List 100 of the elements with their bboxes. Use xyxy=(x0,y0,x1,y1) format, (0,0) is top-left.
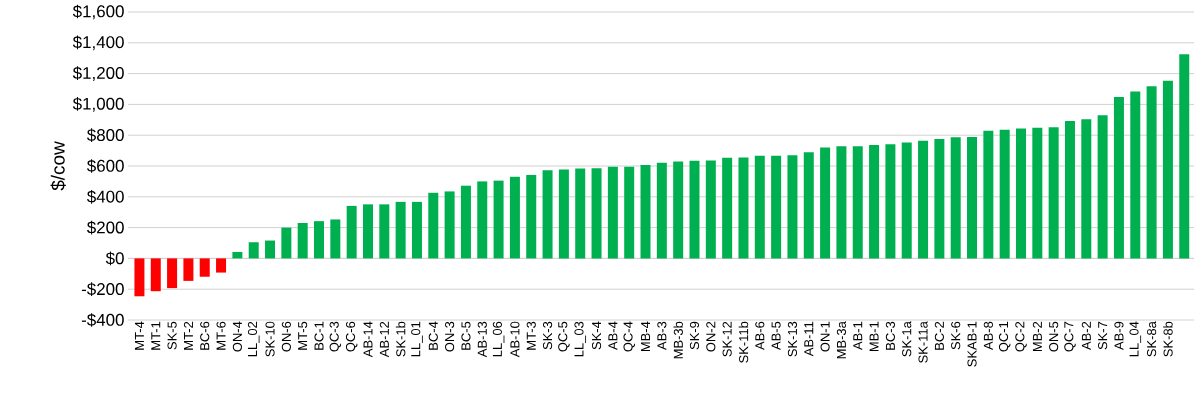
bar xyxy=(885,144,896,259)
bar xyxy=(330,219,341,259)
bar xyxy=(134,258,145,297)
bar xyxy=(297,222,308,259)
y-tick-label: $1,200 xyxy=(72,66,124,81)
bar xyxy=(705,160,716,259)
bar xyxy=(314,221,325,259)
x-tick-label: QC-2 xyxy=(1015,321,1027,352)
x-tick-label: LL_03 xyxy=(574,321,587,357)
x-tick-label: MB-3a xyxy=(836,321,846,359)
bar xyxy=(918,140,929,259)
bar xyxy=(1130,91,1141,259)
x-tick-label: SK-1a xyxy=(902,321,912,357)
x-tick-label: AB-11 xyxy=(804,321,814,357)
bar xyxy=(411,201,422,259)
bar xyxy=(199,258,210,277)
x-tick-label: MT-4 xyxy=(134,321,144,350)
bar xyxy=(591,168,602,259)
bar xyxy=(999,129,1010,259)
x-tick-label: SK-3 xyxy=(542,321,553,350)
x-tick-label: AB-12 xyxy=(379,321,389,358)
x-tick-label: ON-3 xyxy=(445,321,455,352)
y-tick-label: $400 xyxy=(86,189,124,204)
y-tick-label: -$400 xyxy=(81,313,124,327)
bar xyxy=(558,169,569,259)
bar xyxy=(183,258,194,281)
x-tick-label: MT-2 xyxy=(183,321,193,350)
x-tick-label: AB-5 xyxy=(771,321,781,350)
x-tick-label: LL_02 xyxy=(247,321,260,357)
bar xyxy=(820,147,831,259)
bar xyxy=(607,166,618,259)
bar xyxy=(967,137,978,259)
y-tick-label: $1,600 xyxy=(72,4,124,20)
bar xyxy=(346,205,357,259)
bar xyxy=(624,166,635,259)
x-tick-label: ON-5 xyxy=(1049,321,1059,352)
x-tick-label: BC-4 xyxy=(428,321,438,350)
x-tick-label: SK-5 xyxy=(167,321,177,350)
bar xyxy=(1146,86,1157,259)
bar xyxy=(1179,54,1190,259)
x-tick-label: MT-5 xyxy=(298,321,308,350)
y-tick-label: $1,400 xyxy=(72,35,124,51)
bar xyxy=(526,174,537,259)
x-tick-label: AB-8 xyxy=(983,321,993,350)
x-tick-label: MT-6 xyxy=(216,321,226,350)
x-tick-label: AB-3 xyxy=(657,321,667,350)
bar xyxy=(509,176,520,259)
bar xyxy=(379,204,390,259)
bar xyxy=(836,146,847,259)
bar xyxy=(983,130,994,259)
x-tick-label: LL_06 xyxy=(492,321,505,357)
x-tick-label: AB-4 xyxy=(608,321,618,350)
x-tick-label: QC-6 xyxy=(345,321,358,352)
x-tick-label: AB-1 xyxy=(853,321,863,350)
y-tick-label: $600 xyxy=(86,159,124,173)
x-tick-label: BC-6 xyxy=(200,321,210,350)
x-tick-label: BC-2 xyxy=(934,321,944,350)
x-tick-label: AB-14 xyxy=(363,321,373,358)
bar xyxy=(1048,127,1059,259)
y-tick-label: $200 xyxy=(86,220,124,235)
bar xyxy=(493,180,504,259)
x-tick-label: MB-2 xyxy=(1032,321,1042,352)
bar xyxy=(689,160,700,259)
x-tick-label: SKAB-1 xyxy=(967,321,977,367)
x-tick-label: SK-11a xyxy=(918,321,928,363)
x-tick-label: ON-1 xyxy=(820,321,830,352)
bar xyxy=(542,170,553,259)
bar xyxy=(575,168,586,259)
x-tick-label: SK-13 xyxy=(787,321,798,357)
bar xyxy=(950,137,961,259)
y-tick-label: $800 xyxy=(86,128,124,143)
x-tick-label: SK-11b xyxy=(738,321,749,363)
bar xyxy=(869,144,880,259)
x-tick-label: AB-2 xyxy=(1081,321,1091,350)
y-tick-label: $1,000 xyxy=(72,97,124,112)
bar xyxy=(754,155,765,259)
bar xyxy=(738,157,749,259)
x-tick-label: SK-1b xyxy=(395,321,406,357)
x-tick-label: MB-3b xyxy=(673,321,683,359)
x-tick-label: MT-1 xyxy=(151,321,161,350)
x-tick-label: SK-4 xyxy=(591,321,602,350)
x-tick-label: SK-8b xyxy=(1163,321,1173,357)
bar xyxy=(281,227,292,259)
bar xyxy=(1081,119,1092,259)
bar xyxy=(1097,115,1108,259)
bar xyxy=(362,204,373,259)
bar xyxy=(803,152,814,259)
x-tick-label: MT-3 xyxy=(526,321,536,350)
y-tick-label: $0 xyxy=(105,251,124,266)
x-tick-label: AB-6 xyxy=(755,321,765,350)
bar xyxy=(901,142,912,259)
bar xyxy=(640,164,651,259)
x-tick-label: SK-12 xyxy=(722,321,732,357)
bar xyxy=(1064,121,1075,259)
bar xyxy=(1032,127,1043,259)
y-tick-label: -$200 xyxy=(81,282,124,297)
bar xyxy=(787,155,798,259)
x-tick-label: SK-8a xyxy=(1147,321,1157,357)
x-tick-label: LL_04 xyxy=(1129,321,1142,357)
x-tick-label: SK-7 xyxy=(1098,321,1108,350)
